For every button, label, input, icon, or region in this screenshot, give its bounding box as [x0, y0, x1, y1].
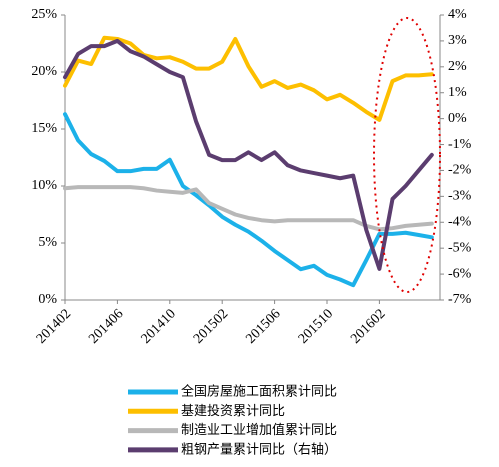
legend-label: 全国房屋施工面积累计同比: [181, 384, 337, 400]
x-tick-label: 201410: [139, 306, 179, 346]
y2-tick-label: -2%: [448, 163, 472, 178]
y-tick-label: 25%: [31, 7, 57, 22]
legend-label: 粗钢产量累计同比（右轴）: [181, 442, 337, 457]
x-tick-label: 201402: [34, 306, 74, 346]
highlight-ellipse: [373, 17, 441, 293]
x-tick-label: 201602: [348, 306, 388, 346]
series-line: [63, 185, 434, 232]
series-line: [63, 38, 434, 271]
y-tick-label: 5%: [38, 235, 57, 250]
y-tick-label: 0%: [38, 292, 57, 307]
legend-label: 制造业工业增加值累计同比: [181, 422, 337, 438]
y2-tick-label: 1%: [448, 85, 467, 100]
y-tick-label: 10%: [31, 178, 57, 193]
y2-tick-label: 2%: [448, 59, 467, 74]
x-tick-label: 201506: [243, 306, 283, 346]
y2-tick-label: -6%: [448, 266, 472, 281]
x-tick-label: 201502: [191, 306, 231, 346]
y-tick-label: 20%: [31, 64, 57, 79]
series-line: [63, 112, 434, 288]
y-tick-label: 15%: [31, 121, 57, 136]
y2-tick-label: -5%: [448, 240, 472, 255]
y2-tick-label: 3%: [448, 33, 467, 48]
y2-tick-label: -3%: [448, 189, 472, 204]
x-tick-label: 201406: [86, 306, 126, 346]
y2-tick-label: -7%: [448, 292, 472, 307]
y2-tick-label: 4%: [448, 7, 467, 22]
y2-tick-label: -1%: [448, 137, 472, 152]
y2-tick-label: -4%: [448, 214, 472, 229]
series-line: [63, 35, 434, 122]
y2-tick-label: 0%: [448, 111, 467, 126]
legend-label: 基建投资累计同比: [181, 403, 285, 419]
x-tick-label: 201510: [296, 306, 336, 346]
